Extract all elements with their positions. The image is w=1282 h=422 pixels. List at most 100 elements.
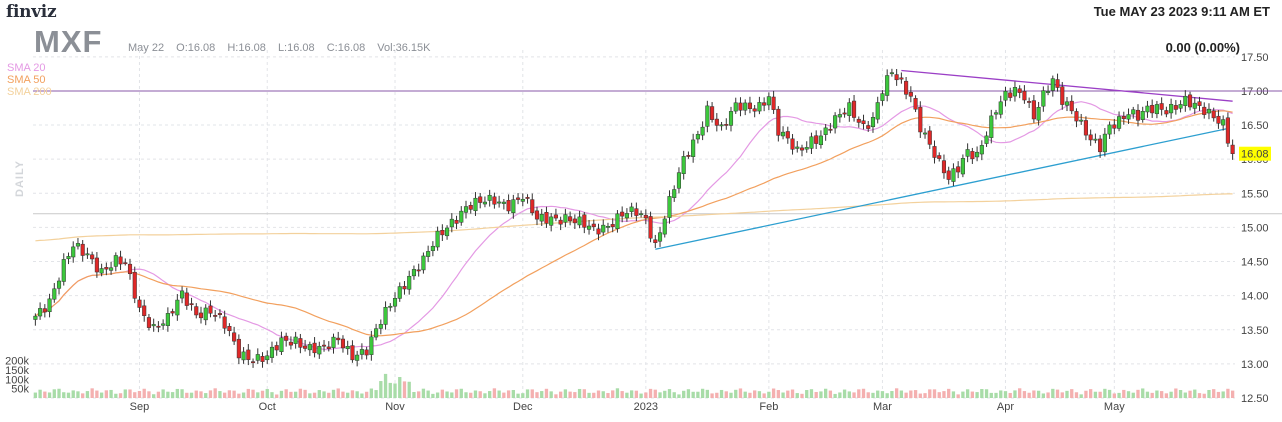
volume-bar [1145,391,1150,398]
volume-bar [748,392,752,398]
candle-body [795,146,800,149]
volume-bar [478,391,482,398]
volume-bar [312,392,317,398]
candle-body [189,303,194,306]
candle-body [549,216,554,226]
candle-body [885,75,890,96]
volume-bar [109,389,113,398]
volume-bar [1018,388,1022,398]
candle-body [1159,103,1164,110]
candle-body [1126,114,1131,120]
candle-body [700,126,705,136]
candle-body [208,305,213,314]
candle-body [1192,102,1197,109]
candle-body [1121,115,1126,120]
candle-body [785,131,790,139]
candle-body [355,354,360,361]
volume-bar [521,393,525,398]
candle-body [142,305,147,316]
volume-bar [1065,390,1069,398]
volume-bar [497,390,501,398]
volume-bar [606,393,610,398]
candle-body [771,96,776,110]
volume-bar [95,390,99,398]
volume-bar [847,391,851,398]
volume-bar [38,389,42,398]
volume-bar [786,390,790,398]
volume-bar [62,392,66,398]
volume-bar [170,392,175,398]
candle-body [870,117,876,128]
candle-body [227,326,232,332]
candle-body [236,338,241,359]
volume-bar [57,388,61,398]
volume-bar [767,391,771,398]
volume-bar [454,389,459,398]
candle-body [833,115,838,129]
volume-bar [705,389,710,398]
volume-bar [459,388,463,398]
volume-bar [275,394,279,398]
candle-body [255,354,260,361]
volume-bar [904,392,908,398]
candle-body [757,102,762,112]
volume-bar [894,388,899,398]
candle-body [511,199,516,213]
candle-body [1012,87,1017,97]
volume-bar [658,392,662,398]
volume-bar [279,390,284,398]
volume-bar [128,389,132,398]
y-tick-label: 14.50 [1241,257,1269,269]
candle-body [615,213,620,229]
volume-bar [388,382,392,398]
candle-body [1178,104,1183,109]
candle-body [1131,109,1136,115]
y-tick-label: 15.50 [1241,188,1269,200]
volume-bar [871,392,875,398]
volume-bar [753,390,757,398]
candle-body [426,251,431,257]
candle-body [998,101,1003,115]
candle-body [47,298,52,313]
volume-bar [322,391,326,398]
volume-bar [227,390,232,398]
candle-body [520,198,525,202]
volume-bar [435,392,440,398]
volume-bar [857,389,861,398]
candle-body [629,206,634,212]
candle-body [364,349,369,356]
volume-bar [237,393,241,398]
finviz-logo[interactable]: finviz [6,2,57,22]
volume-bar [1150,392,1154,398]
bar-date: May 22 [128,42,165,54]
candle-body [705,105,710,127]
volume-bar [1169,391,1173,398]
candle-body [1031,100,1036,120]
volume-bar [1126,391,1131,398]
candle-body [657,232,663,242]
volume-bar [932,389,937,398]
volume-bar [298,388,303,398]
candle-body [847,102,852,116]
volume-bar [1122,389,1126,398]
volume-bar [601,391,605,398]
volume-bar [923,393,927,398]
candle-body [1083,120,1088,136]
volume-bar [795,393,799,398]
volume-bar [781,392,785,398]
volume-bar [506,390,511,398]
volume-bar [540,391,544,398]
candle-body [411,269,416,277]
x-tick-label: Nov [385,401,405,413]
candle-body [345,346,350,350]
candle-body [1008,92,1013,98]
candle-body [908,92,913,97]
x-tick-label: Oct [259,401,276,413]
candle-body [1197,101,1202,106]
volume-bar [1003,391,1008,398]
candle-body [643,214,648,219]
candle-body [752,108,757,112]
volume-bar [90,388,94,398]
volume-bar [663,390,667,398]
